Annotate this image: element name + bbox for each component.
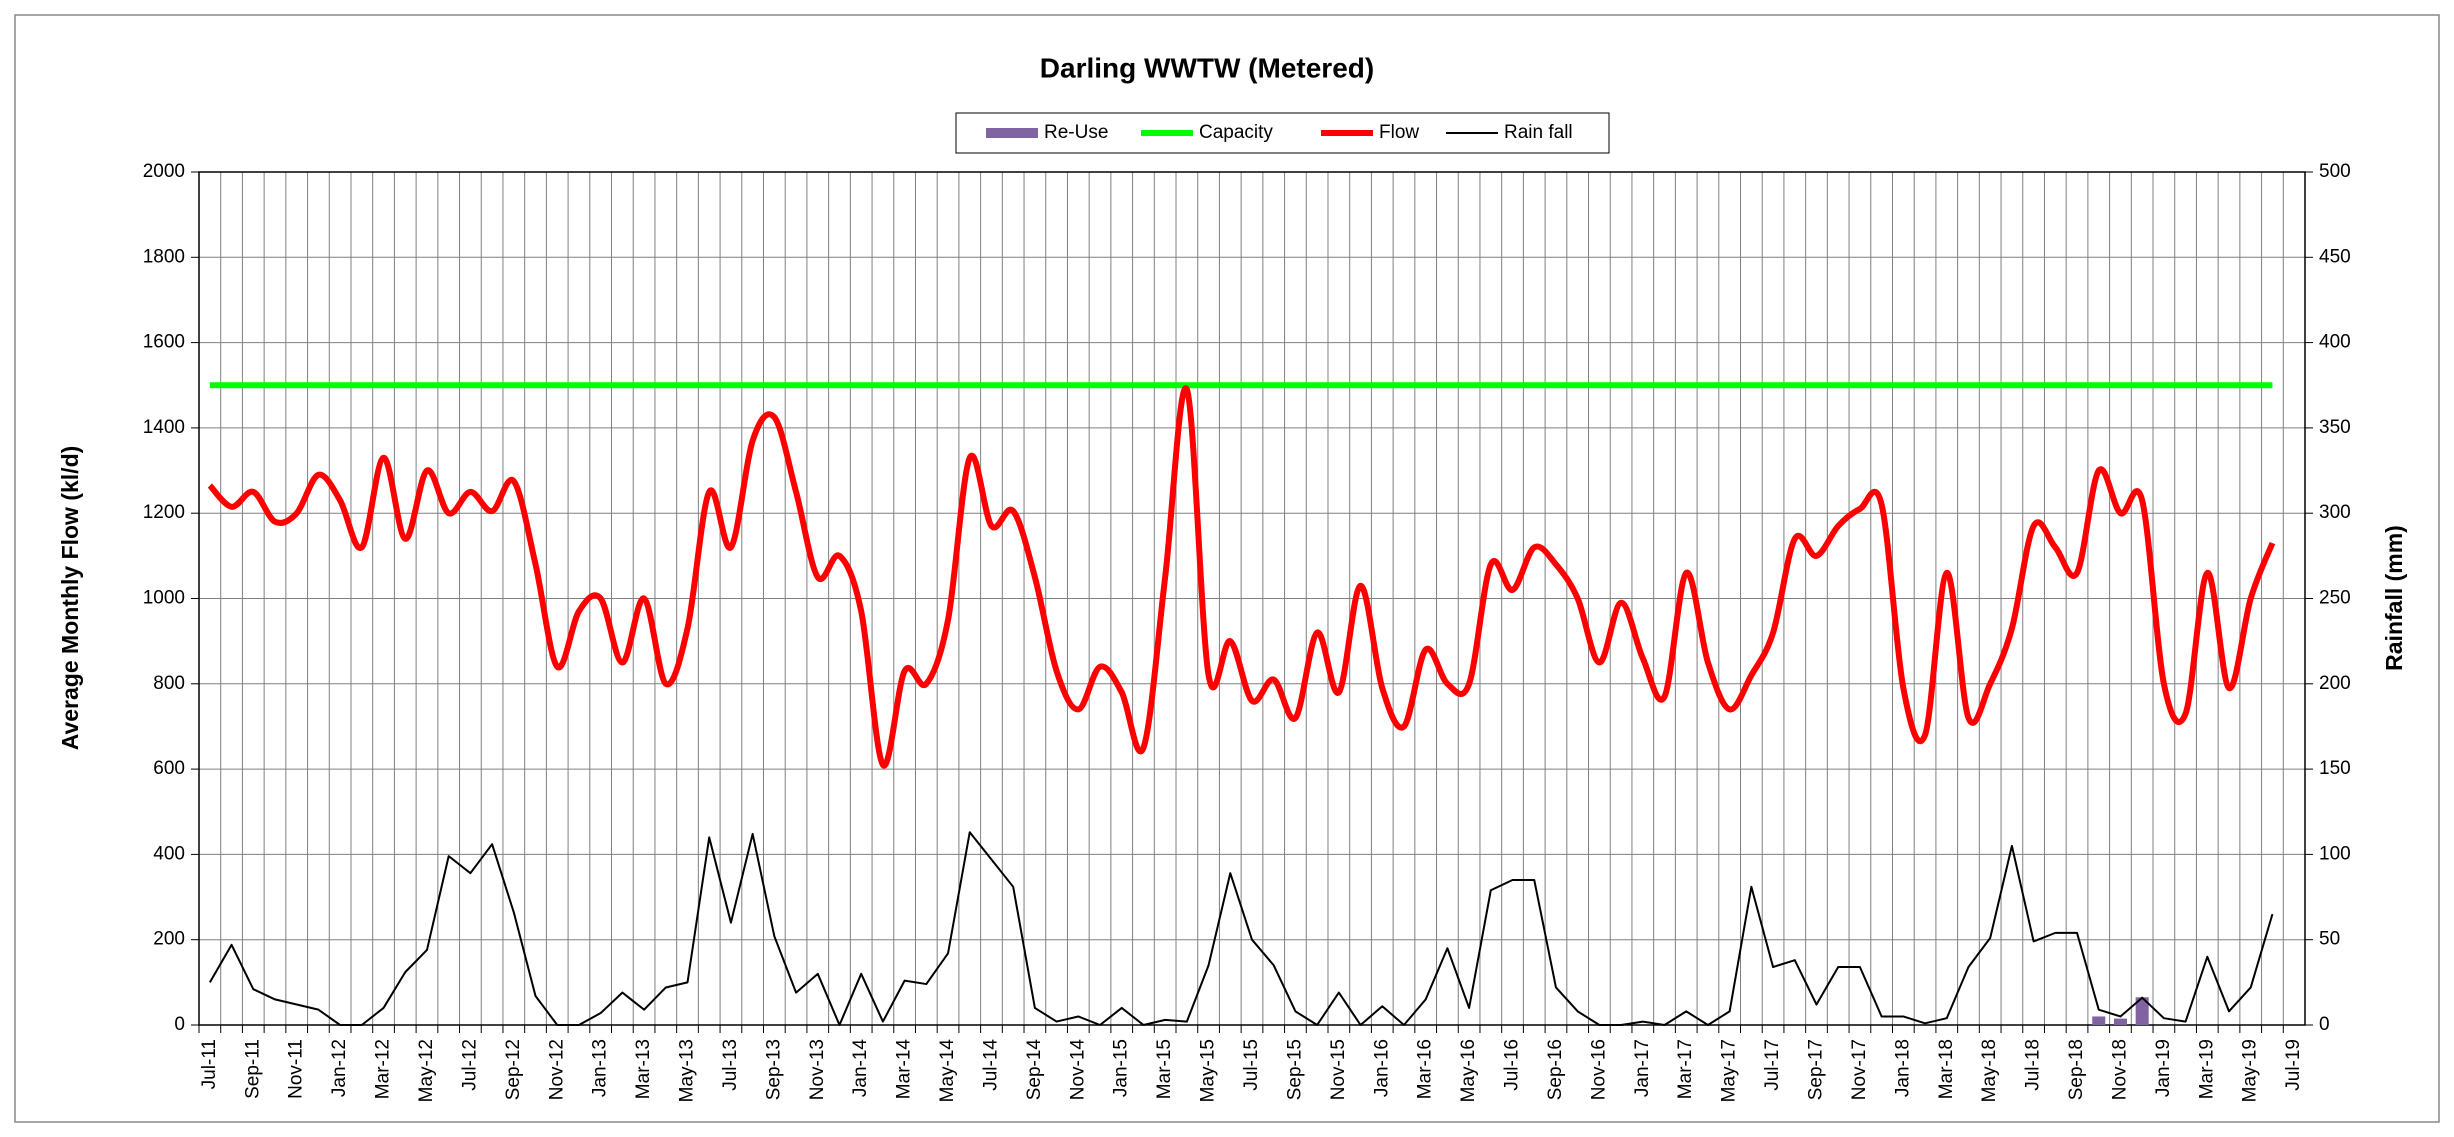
x-tick-label: Mar-17 (1675, 1039, 1696, 1099)
x-tick-label: Jul-15 (1241, 1039, 1262, 1091)
x-tick-label: Nov-13 (807, 1039, 828, 1100)
x-tick-label: Sep-18 (2066, 1039, 2087, 1100)
x-tick-label: Jan-13 (590, 1039, 611, 1097)
legend-label: Re-Use (1044, 122, 1108, 143)
x-tick-label: Nov-12 (546, 1039, 567, 1100)
bar (2135, 997, 2149, 1025)
y-tick-label: 200 (153, 929, 185, 950)
legend-swatch (986, 128, 1038, 138)
y-tick-label: 600 (153, 758, 185, 779)
x-tick-label: Nov-16 (1588, 1039, 1609, 1100)
x-tick-label: Sep-17 (1806, 1039, 1827, 1100)
legend-label: Rain fall (1504, 122, 1573, 143)
line-series (208, 831, 2274, 1026)
legend-label: Flow (1379, 122, 1419, 143)
x-tick-label: Jul-17 (1762, 1039, 1783, 1091)
x-tick-label: Jan-16 (1371, 1039, 1392, 1097)
plot-border (198, 171, 2306, 1026)
x-tick-label: Jul-18 (2023, 1039, 2044, 1091)
x-tick-label: Mar-15 (1154, 1039, 1175, 1099)
y-tick-label: 800 (153, 673, 185, 694)
legend-box (955, 112, 1610, 154)
x-tick-label: Nov-14 (1067, 1039, 1088, 1101)
x-tick-label: Nov-11 (286, 1039, 307, 1099)
y-tick-label: 400 (153, 843, 185, 864)
x-tick-label: Mar-13 (633, 1039, 654, 1099)
y2-tick-label: 400 (2319, 332, 2351, 353)
y-tick-label: 0 (174, 1014, 185, 1035)
x-tick-label: Nov-15 (1328, 1039, 1349, 1100)
y2-tick-label: 200 (2319, 673, 2351, 694)
x-tick-label: May-17 (1719, 1039, 1740, 1102)
x-tick-label: Mar-19 (2196, 1039, 2217, 1099)
y2-tick-label: 50 (2319, 929, 2340, 950)
y2-tick-label: 150 (2319, 758, 2351, 779)
y-tick-label: 1800 (143, 246, 185, 267)
x-tick-label: Sep-16 (1545, 1039, 1566, 1100)
x-tick-label: Sep-14 (1024, 1039, 1045, 1101)
y2-tick-label: 450 (2319, 246, 2351, 267)
x-tick-label: Jan-19 (2153, 1039, 2174, 1097)
y2-tick-label: 100 (2319, 843, 2351, 864)
x-tick-label: Jan-18 (1892, 1039, 1913, 1097)
x-tick-label: May-15 (1198, 1039, 1219, 1102)
x-tick-label: Sep-15 (1284, 1039, 1305, 1100)
x-tick-label: May-13 (677, 1039, 698, 1102)
x-tick-label: May-16 (1458, 1039, 1479, 1102)
y2-tick-label: 350 (2319, 417, 2351, 438)
y-tick-label: 1200 (143, 502, 185, 523)
y-axis-label: Average Monthly Flow (kl/d) (57, 446, 83, 751)
x-tick-label: Jul-11 (199, 1039, 220, 1089)
line-series (207, 385, 2276, 769)
x-tick-label: Jul-16 (1502, 1039, 1523, 1091)
x-tick-label: Jul-12 (459, 1039, 480, 1091)
x-tick-label: Jan-12 (329, 1039, 350, 1097)
y2-tick-label: 300 (2319, 502, 2351, 523)
x-tick-label: Nov-17 (1849, 1039, 1870, 1100)
bar (2113, 1018, 2127, 1025)
x-tick-label: May-14 (937, 1039, 958, 1103)
y2-tick-label: 0 (2319, 1014, 2330, 1035)
x-tick-label: Sep-13 (763, 1039, 784, 1100)
y2-tick-label: 250 (2319, 588, 2351, 609)
x-tick-label: Mar-18 (1936, 1039, 1957, 1099)
x-tick-label: Mar-12 (373, 1039, 394, 1099)
x-tick-label: Jan-15 (1111, 1039, 1132, 1097)
y-tick-label: 1400 (143, 417, 185, 438)
y-tick-label: 1000 (143, 588, 185, 609)
x-tick-label: Jul-14 (980, 1039, 1001, 1091)
y2-axis-label: Rainfall (mm) (2381, 525, 2407, 671)
bar (2092, 1016, 2106, 1025)
x-tick-label: Mar-16 (1415, 1039, 1436, 1099)
x-tick-label: Mar-14 (894, 1039, 915, 1100)
x-tick-label: Sep-11 (242, 1039, 263, 1099)
y2-tick-label: 500 (2319, 161, 2351, 182)
x-tick-label: Jan-17 (1632, 1039, 1653, 1097)
x-tick-label: Jul-19 (2283, 1039, 2304, 1091)
x-tick-label: Jan-14 (850, 1039, 871, 1098)
y-tick-label: 2000 (143, 161, 185, 182)
x-tick-label: May-12 (416, 1039, 437, 1102)
x-tick-label: May-18 (1979, 1039, 2000, 1102)
x-tick-label: Jul-13 (720, 1039, 741, 1091)
x-tick-label: Sep-12 (503, 1039, 524, 1100)
y-tick-label: 1600 (143, 332, 185, 353)
x-tick-label: May-19 (2240, 1039, 2261, 1102)
legend-label: Capacity (1199, 122, 1273, 143)
chart-title: Darling WWTW (Metered) (1040, 52, 1374, 83)
x-tick-label: Nov-18 (2109, 1039, 2130, 1100)
